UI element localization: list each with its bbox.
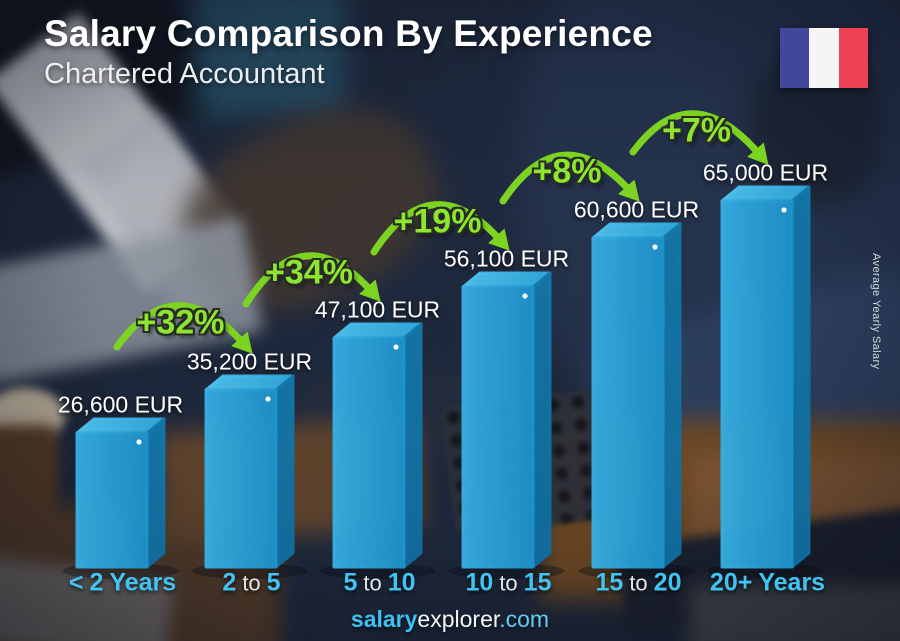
bar-highlight-dot xyxy=(136,439,142,445)
category-word: Years xyxy=(758,568,826,597)
category-word: to xyxy=(499,570,518,596)
flag-stripe-white xyxy=(809,28,839,88)
percent-increase-label: +34% xyxy=(265,253,353,292)
percent-increase-label: +8% xyxy=(532,152,602,191)
category-word: to xyxy=(629,570,648,596)
category-word: 5 xyxy=(343,568,358,597)
value-label: 60,600 EUR xyxy=(573,196,700,223)
category-word: 5 xyxy=(266,568,281,597)
value-label: 35,200 EUR xyxy=(186,348,313,375)
percent-increase-label: +32% xyxy=(136,303,225,342)
flag-stripe-blue xyxy=(780,28,810,88)
category-label: 15 to 20 xyxy=(593,569,685,598)
arrowhead-icon xyxy=(488,228,510,251)
bar-highlight-dot xyxy=(265,396,271,402)
category-label: 5 to 10 xyxy=(340,569,418,598)
category-word: < xyxy=(68,568,84,597)
category-word: 2 xyxy=(89,568,104,597)
value-label: 26,600 EUR xyxy=(57,391,184,418)
category-word: Years xyxy=(109,568,177,597)
brand-domain: .com xyxy=(499,606,550,632)
page-subtitle: Chartered Accountant xyxy=(44,58,325,90)
bar-highlight-dot xyxy=(393,344,399,350)
france-flag xyxy=(780,28,868,88)
brand-footer: salaryexplorer.com xyxy=(0,606,900,633)
value-label: 56,100 EUR xyxy=(443,245,570,272)
category-word: 2 xyxy=(222,568,237,597)
category-word: 10 xyxy=(387,568,416,597)
category-word: 10 xyxy=(465,568,494,597)
category-label: 2 to 5 xyxy=(219,569,283,598)
category-label: 20+ Years xyxy=(707,569,828,598)
value-label: 47,100 EUR xyxy=(314,296,441,323)
category-label: 10 to 15 xyxy=(463,569,555,598)
flag-stripe-red xyxy=(838,28,868,88)
category-label: <2 Years xyxy=(66,569,179,598)
category-word: to xyxy=(363,570,382,596)
page-title: Salary Comparison By Experience xyxy=(44,13,653,54)
category-word: 15 xyxy=(523,568,552,597)
category-word: 15 xyxy=(595,568,624,597)
y-axis-label: Average Yearly Salary xyxy=(870,253,882,370)
category-word: 20 xyxy=(653,568,682,597)
percent-increase-label: +19% xyxy=(393,202,482,241)
brand-explorer: explorer xyxy=(417,606,500,632)
category-word: to xyxy=(242,570,261,596)
value-label: 65,000 EUR xyxy=(702,159,829,186)
category-word: 20+ xyxy=(709,568,753,597)
brand-salary: salary xyxy=(350,606,418,632)
percent-increase-label: +7% xyxy=(662,111,731,150)
